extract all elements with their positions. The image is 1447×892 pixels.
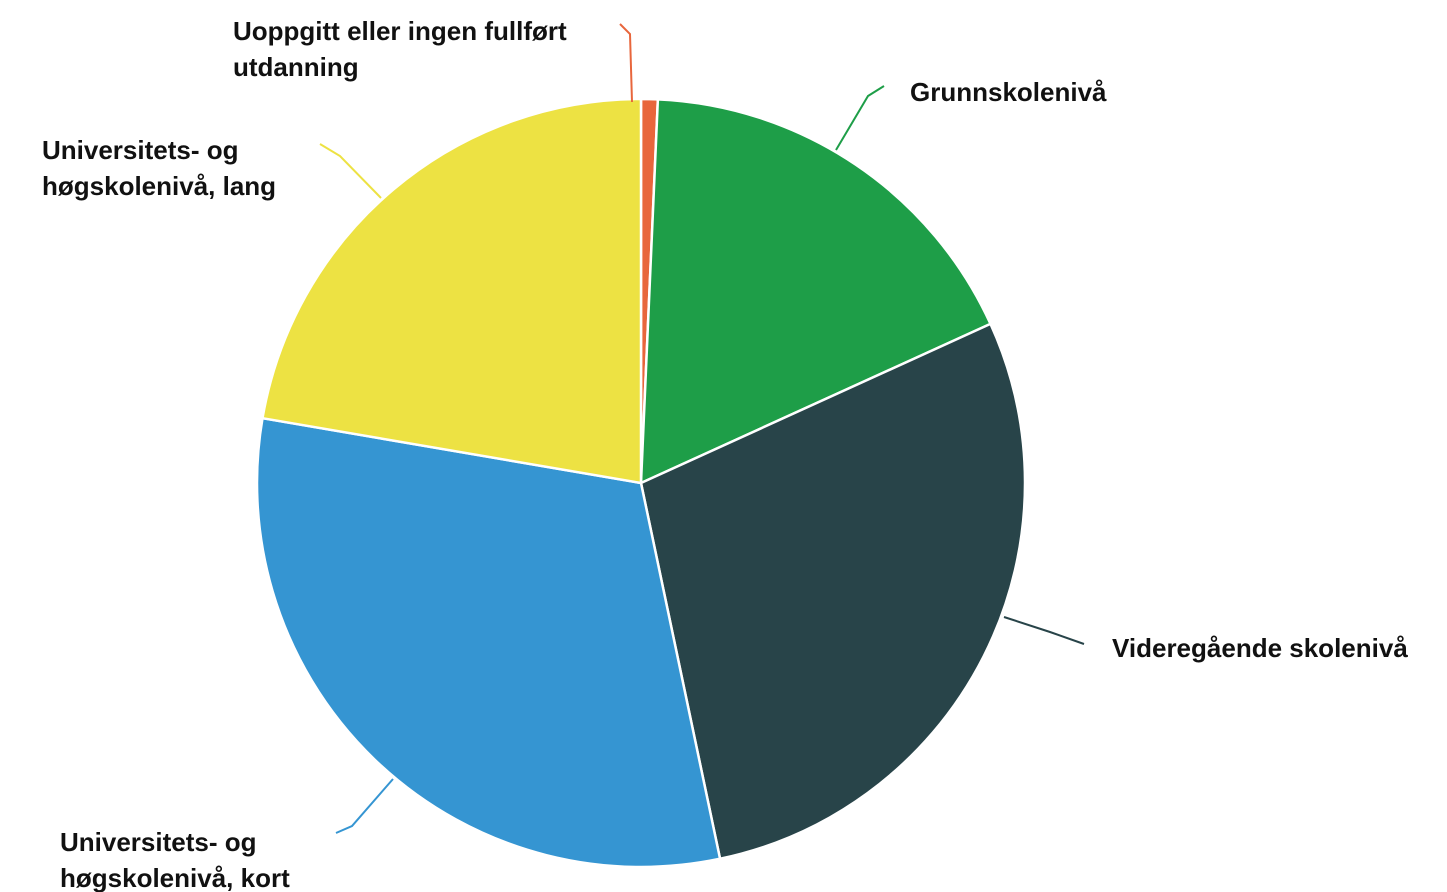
slice-label-line: Videregående skolenivå (1112, 633, 1408, 663)
slice-label-line: Universitets- og (60, 827, 257, 857)
leader-line (319, 143, 382, 199)
pie-slice (261, 97, 643, 485)
slice-label-line: Universitets- og (42, 135, 239, 165)
slice-label: Universitets- og høgskolenivå, kort (60, 827, 290, 892)
leader-line (335, 778, 394, 834)
leader-line (835, 85, 885, 151)
slice-labels: Uoppgitt eller ingen fullført utdanning Gr… (42, 16, 1408, 892)
slice-label-line: utdanning (233, 52, 359, 82)
slice-label-line: høgskolenivå, lang (42, 171, 276, 201)
slice-label: Universitets- og høgskolenivå, lang (42, 135, 276, 201)
slice-label: Uoppgitt eller ingen fullført utdanning (233, 16, 567, 82)
pie-slice (639, 322, 1027, 861)
pie-slice (255, 416, 722, 869)
pie-slices (255, 97, 1027, 869)
leader-lines (319, 23, 1085, 834)
slice-label-line: Uoppgitt eller ingen fullført (233, 16, 567, 46)
leader-line (1003, 616, 1085, 645)
slice-label-line: høgskolenivå, kort (60, 863, 290, 892)
slice-label: Grunnskolenivå (910, 77, 1107, 107)
slice-label: Videregående skolenivå (1112, 633, 1408, 663)
slice-label-line: Grunnskolenivå (910, 77, 1107, 107)
leader-line (619, 23, 633, 103)
pie-slice (639, 98, 992, 485)
